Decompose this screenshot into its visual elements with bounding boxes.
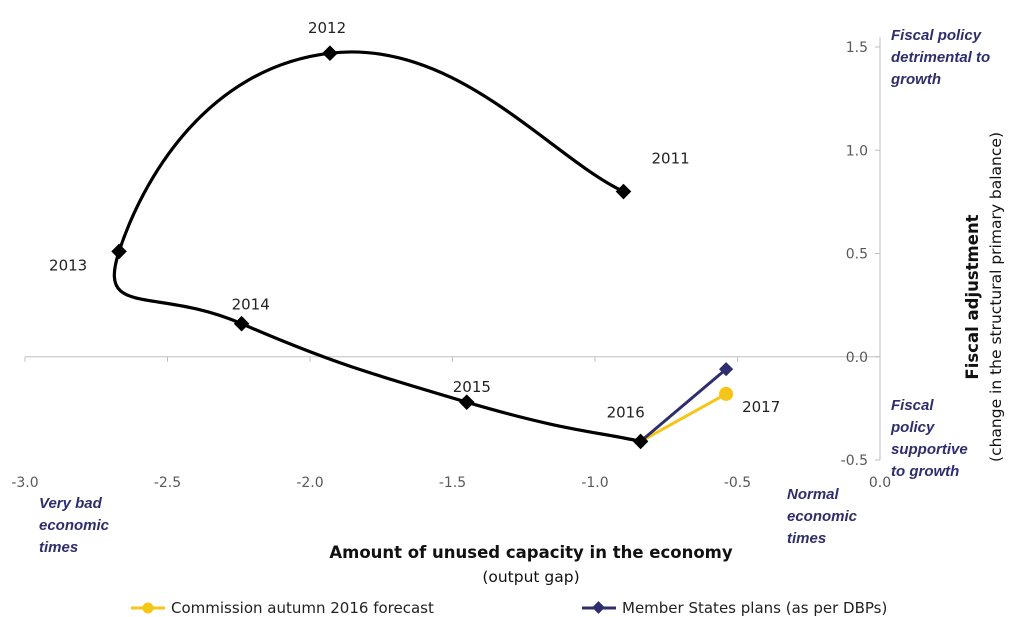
year-label-2013: 2013 — [49, 256, 87, 274]
legend: Commission autumn 2016 forecast Member S… — [131, 599, 887, 617]
year-label-2015: 2015 — [453, 378, 491, 396]
year-label-2012: 2012 — [308, 19, 346, 37]
annotation-supportive: Fiscal policy supportive to growth — [890, 397, 972, 480]
path-marker-2015 — [458, 394, 475, 410]
legend-label-member-states: Member States plans (as per DBPs) — [622, 599, 887, 617]
path-marker-2013 — [111, 243, 127, 260]
year-label-2011: 2011 — [652, 150, 690, 168]
x-tick-label: -1.0 — [581, 475, 608, 491]
series-line-1 — [639, 367, 728, 443]
year-label-2016: 2016 — [607, 403, 645, 421]
fiscal-path-curve — [112, 50, 641, 443]
y-tick-label: -0.5 — [841, 453, 868, 469]
x-axis-subtitle: (output gap) — [482, 568, 579, 586]
forecast-series — [639, 362, 734, 443]
series-point-member-states — [719, 362, 734, 377]
x-tick-labels: -3.0 -2.5 -2.0 -1.5 -1.0 -0.5 0.0 — [11, 475, 891, 491]
x-tick-label: -1.5 — [439, 475, 466, 491]
x-tick-label: -0.5 — [724, 475, 751, 491]
legend-marker-commission — [142, 602, 154, 614]
series-line-0 — [639, 392, 727, 443]
y-tick-label: 0.5 — [846, 247, 868, 263]
y-tick-label: 1.5 — [846, 40, 868, 56]
y-tick-marks — [875, 46, 880, 461]
annotation-normal-times: Normal economic times — [787, 486, 861, 547]
series-point-commission — [719, 386, 734, 401]
year-label-2017: 2017 — [742, 398, 780, 416]
legend-label-commission: Commission autumn 2016 forecast — [171, 599, 434, 617]
year-labels: 2011 2012 2013 2014 2015 2016 2017 — [49, 19, 780, 421]
annotation-detrimental: Fiscal policy detrimental to growth — [890, 27, 994, 88]
path-marker-2014 — [233, 315, 250, 332]
y-tick-label: 0.0 — [846, 350, 868, 366]
x-tick-label: -2.5 — [154, 475, 181, 491]
x-tick-label: 0.0 — [869, 475, 891, 491]
legend-marker-member-states — [592, 601, 605, 614]
x-tick-label: -3.0 — [11, 475, 38, 491]
x-axis-title: Amount of unused capacity in the economy — [329, 543, 732, 562]
annotation-very-bad-times: Very bad economic times — [39, 495, 113, 556]
year-label-2014: 2014 — [232, 296, 270, 314]
y-axis-subtitle: (change in the structural primary balanc… — [987, 132, 1005, 462]
path-marker-2011 — [615, 183, 632, 200]
fiscal-path-markers — [111, 45, 649, 450]
y-tick-label: 1.0 — [846, 143, 868, 159]
x-tick-label: -2.0 — [296, 475, 323, 491]
path-marker-2012 — [322, 45, 338, 61]
y-axis-title: Fiscal adjustment — [963, 214, 982, 379]
y-tick-labels: -0.5 0.0 0.5 1.0 1.5 — [841, 40, 868, 469]
x-tick-marks — [24, 356, 881, 362]
